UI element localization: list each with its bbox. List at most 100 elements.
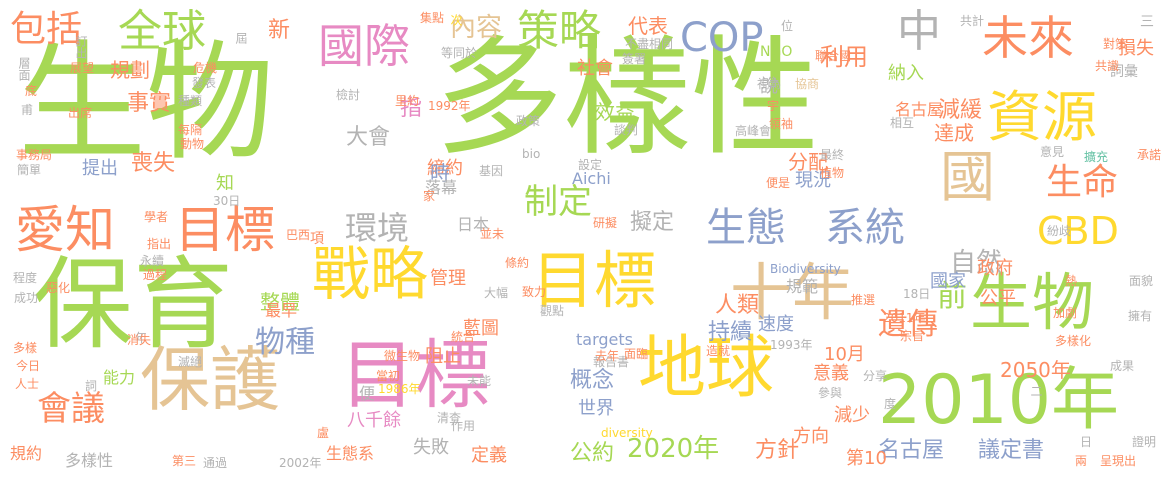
cloud-word: 提出 [82,158,118,179]
cloud-word: 環境 [345,209,410,247]
cloud-word: 公約 [570,441,615,466]
cloud-word: 策略 [517,6,602,55]
cloud-word: 滅絕 [178,355,203,369]
cloud-word: 造就 [706,344,731,358]
cloud-word: 危機 [193,61,218,75]
cloud-word: 持續 [708,320,753,345]
cloud-word: 達成 [934,121,974,145]
cloud-word: 2011年 [883,311,926,325]
cloud-word: Biodiversity [770,262,841,276]
cloud-word: 盧 [317,426,330,440]
cloud-word: 未能 [467,374,492,388]
cloud-word: 清查 [437,411,462,425]
cloud-word: 名古屋 [895,100,944,119]
cloud-word: 巴西 [286,228,311,242]
cloud-word: 30日 [213,194,241,208]
cloud-word: 代表 [628,14,668,38]
cloud-word: 利用 [820,43,868,71]
cloud-word: 時 [430,161,450,185]
cloud-word: 目標 [532,244,657,317]
cloud-word: 阻止 [425,346,461,367]
cloud-word: 前 [937,279,967,314]
cloud-word: 家 [423,189,436,203]
cloud-word: 宇 [767,99,780,113]
cloud-word: 意義 [813,363,849,384]
cloud-word: 2010年 [878,361,1120,440]
cloud-word: 動物 [180,137,205,151]
cloud-word: NGO [760,44,793,60]
cloud-word: 速度 [758,314,794,335]
cloud-word: 相互 [890,116,915,130]
cloud-word: COP [680,15,764,61]
cloud-word: 整體 [260,290,300,314]
cloud-word: 事務局 [16,148,53,162]
cloud-word: 資源 [987,85,1098,149]
cloud-word: 出席 [68,106,93,120]
cloud-word: 知 [216,173,234,194]
cloud-word: 便 [359,384,376,403]
cloud-word: 生命 [1046,162,1119,203]
cloud-word: 最終 [820,148,845,162]
cloud-word: 證明 [1132,435,1157,449]
cloud-word: 落幕 [425,178,458,197]
cloud-word: 損失 [1118,38,1154,59]
cloud-word: 全球 [118,6,206,57]
cloud-word: 通過 [203,456,228,470]
cloud-word: 成功 [14,291,39,305]
cloud-word: 每隔 [178,123,203,137]
cloud-word: 展望 [70,61,95,75]
cloud-word: 共識 [1095,59,1120,73]
cloud-word: 領袖 [769,117,794,131]
cloud-word: 生物 [970,266,1095,339]
cloud-word: 詞彙 [1110,64,1138,80]
cloud-word: 現況 [795,170,831,191]
cloud-word: 程度 [13,271,38,285]
cloud-word: 2020年 [627,434,720,464]
cloud-word: 遺傳 [878,307,938,342]
cloud-word: 說 [760,76,778,97]
cloud-word: 政府 [977,258,1013,279]
cloud-word: 未來 [982,11,1074,65]
cloud-word: 詞 [85,379,98,393]
cloud-word: 包括 [10,9,83,50]
cloud-word: 人類 [715,293,760,318]
cloud-word: 會議 [37,389,105,429]
cloud-word: 層面 [17,57,31,81]
cloud-word: 第10 [846,448,887,469]
cloud-word: targets [576,330,633,349]
cloud-word: 加劇 [1053,306,1078,320]
cloud-word: 呈現出 [1100,454,1137,468]
cloud-word: 研擬 [593,216,618,230]
cloud-word: 社會 [577,58,613,79]
cloud-word: 統合 [451,330,476,344]
cloud-word: 學者 [144,210,169,224]
cloud-word: 推選 [851,293,876,307]
cloud-word: 兩 [1075,454,1088,468]
cloud-word: 規範 [786,277,819,296]
cloud-word: 國家 [930,271,966,292]
cloud-word: 定義 [471,445,507,466]
cloud-word: 消失 [127,333,152,347]
cloud-word: 生物 [18,29,275,178]
cloud-word: 種類 [178,94,203,108]
cloud-word: 植物 [820,166,845,180]
cloud-word: 共計 [960,14,985,28]
cloud-word: 戰略 [312,240,429,308]
cloud-word: 議定書 [978,438,1045,463]
cloud-word: 失敗 [413,437,449,458]
cloud-word: 過程 [143,268,168,282]
cloud-word: 概念 [570,368,615,393]
cloud-word: 面貌 [1129,274,1154,288]
cloud-word: 減緩 [938,98,983,123]
cloud-word: 1992年 [428,99,471,113]
cloud-word: 屆 [234,32,248,44]
cloud-word: 年 [135,331,148,345]
cloud-word: 效益 [595,100,635,124]
cloud-word: 締約 [427,158,463,179]
cloud-word: 面臨 [624,347,649,361]
cloud-word: 度 [884,397,897,411]
cloud-word: 10月 [824,344,865,365]
cloud-word: 人士 [15,377,40,391]
cloud-word: 永續 [140,254,165,268]
